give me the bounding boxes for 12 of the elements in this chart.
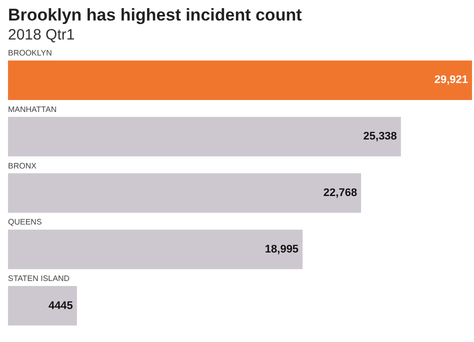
y-tick-label: BRONX [8,161,38,170]
chart-title: Brooklyn has highest incident count [8,5,302,24]
y-tick-label: QUEENS [8,218,42,227]
y-tick-label: MANHATTAN [8,104,57,114]
data-label: 22,768 [323,187,358,199]
data-label: 25,338 [363,130,397,143]
text: 2018 Qtr1 [8,26,75,44]
data-label: 4445 [48,300,73,312]
data-label: 18,995 [264,243,299,256]
data-label: 29,921 [434,74,468,86]
y-tick-label: BROOKLYN [8,48,52,58]
y-tick-label: STATEN ISLAND [8,274,70,284]
